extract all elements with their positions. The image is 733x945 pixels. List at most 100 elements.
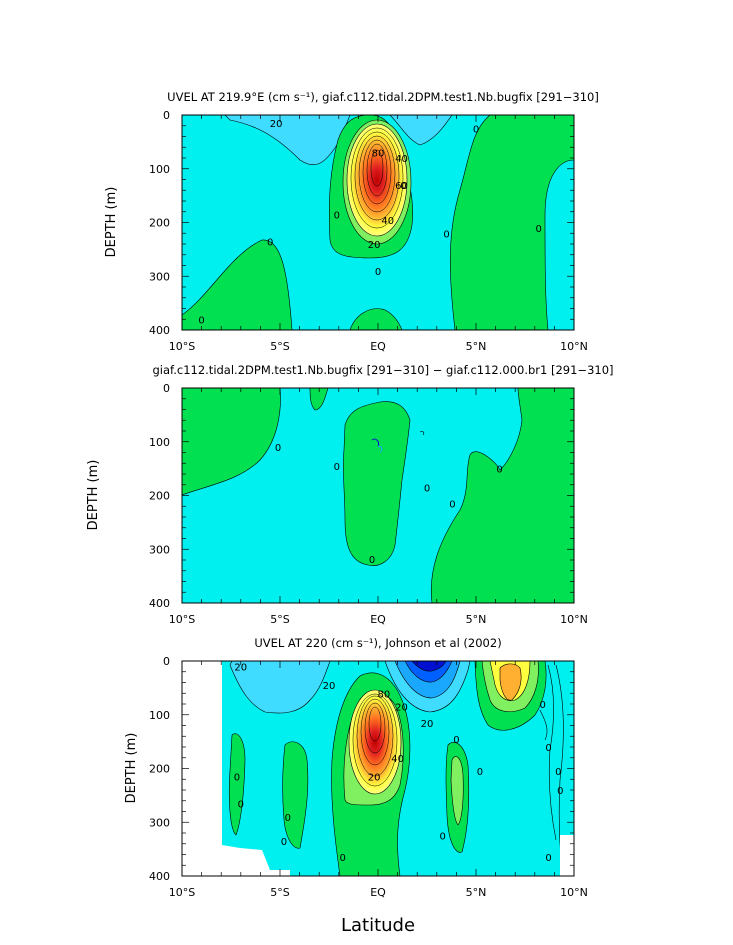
contour-label: 40	[391, 754, 404, 765]
contour-label: 0	[539, 700, 545, 711]
contour-label: 0	[267, 237, 273, 248]
panel-1-ylabel: DEPTH (m)	[104, 187, 119, 258]
contour-label: 0	[281, 837, 287, 848]
panel-1-deep-positive-patch	[349, 308, 403, 330]
x-tick-label: 10°N	[560, 613, 588, 626]
y-tick-label: 300	[149, 816, 170, 829]
contour-label: 20	[270, 119, 283, 130]
panel-2-title: giaf.c112.tidal.2DPM.test1.Nb.bugfix [29…	[152, 363, 613, 377]
contour-label: 0	[496, 465, 502, 476]
contour-label: 0	[439, 832, 445, 843]
y-tick-label: 0	[163, 382, 170, 395]
contour-label: 0	[545, 853, 551, 864]
contour-label: 0	[375, 267, 381, 278]
contour-label: 60	[395, 181, 408, 192]
x-tick-label: 5°N	[466, 340, 487, 353]
contour-label: 0	[198, 315, 204, 326]
contour-label: 0	[285, 813, 291, 824]
contour-label: 20	[421, 719, 434, 730]
x-tick-label: 5°N	[466, 613, 487, 626]
y-tick-label: 0	[163, 655, 170, 668]
panel-2-axes: 10°S 5°S EQ 5°N 10°N 0 100 200 300 400	[149, 382, 588, 626]
panel-3: UVEL AT 220 (cm s⁻¹), Johnson et al (200…	[124, 636, 588, 899]
contour-label: 80	[372, 149, 385, 160]
contour-label: 20	[368, 773, 381, 784]
panel-2-small-contour	[419, 431, 425, 436]
x-tick-label: 10°N	[560, 886, 588, 899]
panel-3-sw-positive-strip	[228, 733, 246, 836]
contour-label: 0	[275, 443, 281, 454]
panel-3-westward-core	[411, 661, 447, 672]
panel-3-nec-core	[499, 663, 522, 701]
x-tick-label: EQ	[370, 340, 386, 353]
panel-3-westward-west	[229, 661, 331, 714]
panel-3-ylabel: DEPTH (m)	[124, 733, 139, 804]
contour-label: 0	[238, 799, 244, 810]
y-tick-label: 200	[149, 490, 170, 503]
contour-label: 0	[443, 229, 449, 240]
contour-label: 0	[555, 767, 561, 778]
panel-2-contour-labels: 0 0 0 0 0 0	[275, 443, 503, 566]
panel-2-plot-area	[182, 388, 574, 603]
contour-label: 0	[234, 773, 240, 784]
y-tick-label: 400	[149, 870, 170, 883]
panel-2-negative-speck-2	[377, 446, 383, 453]
panel-1-euc-contours	[350, 127, 404, 229]
panel-2-small-patch	[309, 388, 329, 411]
x-tick-label: 10°S	[169, 886, 195, 899]
x-tick-label: 10°S	[169, 340, 195, 353]
panel-3-plot-area	[182, 661, 574, 876]
y-tick-label: 400	[149, 597, 170, 610]
contour-label: 0	[334, 210, 340, 221]
y-tick-label: 400	[149, 324, 170, 337]
panel-1-ne-positive-region	[449, 115, 574, 330]
contour-label: 20	[323, 681, 336, 692]
panel-2-ylabel: DEPTH (m)	[86, 460, 101, 531]
panel-3-euc-contours	[352, 693, 398, 787]
contour-label: 0	[536, 224, 542, 235]
contour-label: 40	[381, 216, 394, 227]
panel-3-euc-core	[348, 689, 402, 795]
x-tick-label: 10°S	[169, 613, 195, 626]
panel-1-plot-area	[182, 115, 574, 330]
panel-3-positive-strip-2	[282, 741, 309, 849]
x-tick-label: 10°N	[560, 340, 588, 353]
contour-label: 0	[477, 767, 483, 778]
panel-2: giaf.c112.tidal.2DPM.test1.Nb.bugfix [29…	[86, 363, 614, 626]
panel-2-central-positive-region	[343, 401, 411, 566]
contour-label: 0	[557, 786, 563, 797]
panel-1: UVEL AT 219.9°E (cm s⁻¹), giaf.c112.tida…	[104, 90, 599, 353]
contour-label: 0	[473, 124, 479, 135]
x-tick-label: 5°S	[270, 613, 289, 626]
y-tick-label: 300	[149, 543, 170, 556]
contour-label: 20	[395, 703, 408, 714]
x-tick-label: EQ	[370, 886, 386, 899]
contour-label: 0	[334, 462, 340, 473]
figure-xlabel: Latitude	[341, 915, 415, 936]
panel-3-title: UVEL AT 220 (cm s⁻¹), Johnson et al (200…	[254, 636, 501, 650]
contour-label: 0	[400, 181, 406, 192]
contour-label: 40	[395, 154, 408, 165]
panel-2-negative-speck-1	[371, 438, 379, 447]
panel-2-west-positive-region	[182, 388, 281, 496]
contour-label: 80	[378, 689, 391, 700]
y-tick-label: 0	[163, 109, 170, 122]
panel-2-east-positive-region	[430, 388, 574, 603]
y-tick-label: 100	[149, 709, 170, 722]
panel-3-positive-strip-east-10	[450, 756, 464, 826]
y-tick-label: 200	[149, 217, 170, 230]
contour-label: 0	[453, 735, 459, 746]
contour-label: 20	[368, 240, 381, 251]
contour-label: 0	[340, 853, 346, 864]
contour-label: 20	[234, 662, 247, 673]
y-tick-label: 100	[149, 163, 170, 176]
panel-3-contour-labels: 20 20 20 20 20 40 80 0 0 0 0 0 0 0 0 0 0 0 0 0	[234, 662, 564, 864]
contour-label: 0	[545, 743, 551, 754]
y-tick-label: 100	[149, 436, 170, 449]
panel-1-sw-positive-region	[182, 239, 293, 330]
x-tick-label: EQ	[370, 613, 386, 626]
